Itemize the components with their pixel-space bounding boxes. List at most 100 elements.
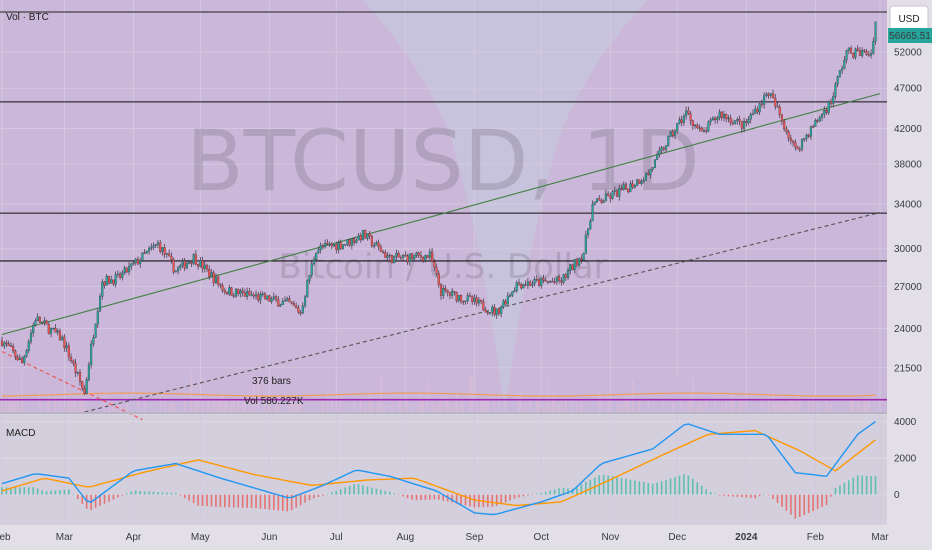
currency-button-label: USD <box>898 14 919 25</box>
candle <box>38 316 41 323</box>
volume-bar <box>511 399 514 412</box>
volume-bars <box>1 370 877 412</box>
candle <box>70 353 73 364</box>
candle <box>330 242 333 250</box>
dashed-trendline[interactable] <box>84 211 881 413</box>
candle <box>789 134 792 145</box>
volume-bar <box>424 397 427 412</box>
candle <box>223 287 226 295</box>
candle <box>544 277 547 282</box>
candle <box>163 243 166 258</box>
volume-bar <box>108 397 110 412</box>
volume-bar <box>21 370 23 412</box>
histogram-bar <box>638 481 641 495</box>
histogram-bar <box>108 494 110 502</box>
candle <box>344 244 347 247</box>
candle <box>823 106 826 119</box>
histogram-bar <box>384 490 387 495</box>
candle <box>9 342 12 347</box>
volume-bar <box>235 403 237 412</box>
volume-bar <box>5 402 8 412</box>
candle <box>270 296 273 304</box>
candle <box>763 92 766 109</box>
candle <box>384 249 387 258</box>
candle <box>212 270 215 287</box>
candle <box>551 277 554 283</box>
histogram-bar <box>558 488 560 495</box>
time-axis-background[interactable] <box>0 525 887 550</box>
volume-bar <box>393 404 396 412</box>
volume-bar <box>507 402 509 412</box>
histogram-bar <box>522 494 525 497</box>
time-tick-label: Oct <box>533 532 549 543</box>
trendline[interactable] <box>1 93 881 336</box>
volume-bar <box>464 400 467 412</box>
dashed-trendline[interactable] <box>1 351 143 421</box>
volume-bar <box>449 402 451 412</box>
volume-bar <box>560 396 563 412</box>
volume-bar <box>814 395 817 412</box>
histogram-bar <box>348 485 351 495</box>
trendlines[interactable] <box>1 93 881 421</box>
histogram-bar <box>464 494 467 506</box>
histogram-bar <box>130 491 133 495</box>
volume-bar <box>279 396 282 412</box>
volume-bar <box>157 402 159 412</box>
candle <box>856 45 859 52</box>
volume-bar <box>54 394 57 412</box>
volume-bar <box>473 399 476 412</box>
volume-bar <box>19 402 21 412</box>
candle <box>83 385 86 396</box>
price-axis-background[interactable] <box>887 0 932 550</box>
volume-bar <box>212 397 215 412</box>
histogram-bar <box>589 479 592 495</box>
candle <box>560 277 563 286</box>
candle <box>47 321 50 335</box>
volume-bar <box>94 403 97 412</box>
volume-bar <box>671 402 674 412</box>
histogram-bar <box>411 494 413 500</box>
candle <box>669 130 672 138</box>
last-price-badge: 56665.51 <box>888 28 932 43</box>
volume-bar <box>168 404 170 412</box>
macd-line <box>1 420 876 516</box>
histogram-bar <box>134 490 137 495</box>
candle <box>794 139 797 151</box>
volume-bar <box>328 394 331 412</box>
candle <box>119 271 122 280</box>
candle <box>515 280 518 293</box>
histogram-bar <box>469 494 471 507</box>
volume-bar <box>101 400 104 412</box>
volume-bar <box>197 396 199 412</box>
volume-bar <box>406 397 409 412</box>
volume-bar <box>458 402 460 412</box>
volume-bar <box>409 394 411 412</box>
histogram-bar <box>246 494 248 508</box>
volume-bar <box>466 397 469 412</box>
volume-bar <box>221 393 224 412</box>
currency-button[interactable]: USD <box>889 5 929 31</box>
volume-bar <box>834 400 837 412</box>
candle <box>328 241 331 248</box>
candle <box>275 294 278 303</box>
histogram-bar <box>839 485 841 495</box>
candle <box>321 243 324 250</box>
candle <box>148 245 151 255</box>
histogram-bar <box>264 494 266 510</box>
volume-bar <box>36 395 39 412</box>
volume-bar <box>627 396 629 412</box>
volume-bar <box>540 395 543 412</box>
volume-bar <box>353 401 355 412</box>
candle <box>453 290 456 296</box>
volume-bar <box>215 398 217 412</box>
histogram-bar <box>692 478 694 495</box>
histogram-bar <box>112 494 115 500</box>
histogram-bar <box>429 494 431 500</box>
candle <box>339 239 342 251</box>
candle <box>3 341 6 349</box>
volume-bar <box>803 400 806 412</box>
histogram-bar <box>157 492 159 495</box>
candle <box>399 255 402 261</box>
volume-bar <box>705 400 707 412</box>
